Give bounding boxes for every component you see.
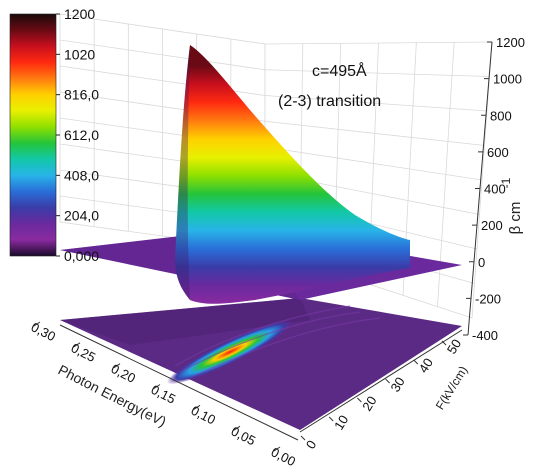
y-tick <box>300 435 306 441</box>
x-tick-label: 0,30 <box>29 319 58 344</box>
x-tick <box>273 446 281 452</box>
y-tick-label: 30 <box>387 374 407 394</box>
y-tick <box>441 340 447 346</box>
colorbar-tick-label: 0,000 <box>64 248 99 264</box>
annotations: c=495Å (2-3) transition <box>278 61 381 110</box>
colorbar-tick-label: 204,0 <box>64 208 99 224</box>
x-tick <box>233 425 241 431</box>
x-tick <box>33 321 41 327</box>
x-tick <box>73 342 81 348</box>
z-axis-label-exponent: -1 <box>499 177 513 188</box>
x-tick-label: 0,20 <box>109 361 138 386</box>
x-tick-label: 0,00 <box>269 444 298 469</box>
z-axis-ticks: 1200 1000 800 600 400 200 0 -200 -400 <box>463 35 525 343</box>
z-axis-label: β cm <box>507 202 524 235</box>
colorbar-ticks: 1200 1020 816,0 612,0 408,0 204,0 0,000 <box>56 6 99 264</box>
y-tick-label: 50 <box>444 336 464 356</box>
z-tick-label: 400 <box>484 182 506 197</box>
x-tick-label: 0,15 <box>149 382 178 407</box>
floor-plane-shade <box>60 298 310 345</box>
x-tick-label: 0,10 <box>189 403 218 428</box>
z-tick-label: -200 <box>475 291 501 306</box>
surface <box>60 45 462 304</box>
x-axis-line <box>59 324 299 441</box>
colorbar: 1200 1020 816,0 612,0 408,0 204,0 0,000 <box>9 6 99 264</box>
y-tick-label: 20 <box>359 393 379 413</box>
x-tick-label: 0,25 <box>69 340 98 365</box>
z-tick-label: 600 <box>487 145 509 160</box>
y-axis-line <box>299 329 463 433</box>
x-tick <box>153 384 161 389</box>
colorbar-tick-label: 1020 <box>64 46 95 62</box>
annotation-transition: (2-3) transition <box>278 93 381 110</box>
floor-projection <box>60 298 462 430</box>
x-tick-label: 0,05 <box>229 423 258 448</box>
colorbar-tick-label: 816,0 <box>64 87 99 103</box>
colorbar-tick-label: 612,0 <box>64 127 99 143</box>
y-tick <box>413 359 419 365</box>
colorbar-tick-label: 408,0 <box>64 167 99 183</box>
colorbar-tick-label: 1200 <box>64 6 95 22</box>
y-tick-label: 40 <box>416 355 436 375</box>
y-axis-label: F(kV/cm) <box>433 364 471 413</box>
annotation-period: c=495Å <box>312 61 367 80</box>
surface-ridge-front-face <box>175 45 190 300</box>
y-tick <box>357 397 362 403</box>
colorbar-gradient <box>9 13 57 257</box>
z-tick-label: 0 <box>478 255 485 270</box>
x-tick <box>193 404 201 410</box>
z-tick-label: 800 <box>490 108 512 123</box>
y-tick <box>328 416 334 422</box>
z-tick-label: 1200 <box>496 35 525 50</box>
y-tick-label: 10 <box>331 412 351 432</box>
z-tick-label: 200 <box>481 218 503 233</box>
y-tick <box>385 378 390 384</box>
surface-ridge <box>175 45 410 304</box>
z-tick-label: -400 <box>472 328 498 343</box>
y-tick-label: 0 <box>303 438 320 452</box>
z-tick-label: 1000 <box>493 72 522 87</box>
z-axis: 1200 1000 800 600 400 200 0 -200 -400 β cm -1 <box>463 35 525 343</box>
floor-contour-lines <box>174 305 381 379</box>
x-tick <box>113 363 121 369</box>
y-axis-ticks: 0 10 20 30 40 50 <box>300 336 464 452</box>
